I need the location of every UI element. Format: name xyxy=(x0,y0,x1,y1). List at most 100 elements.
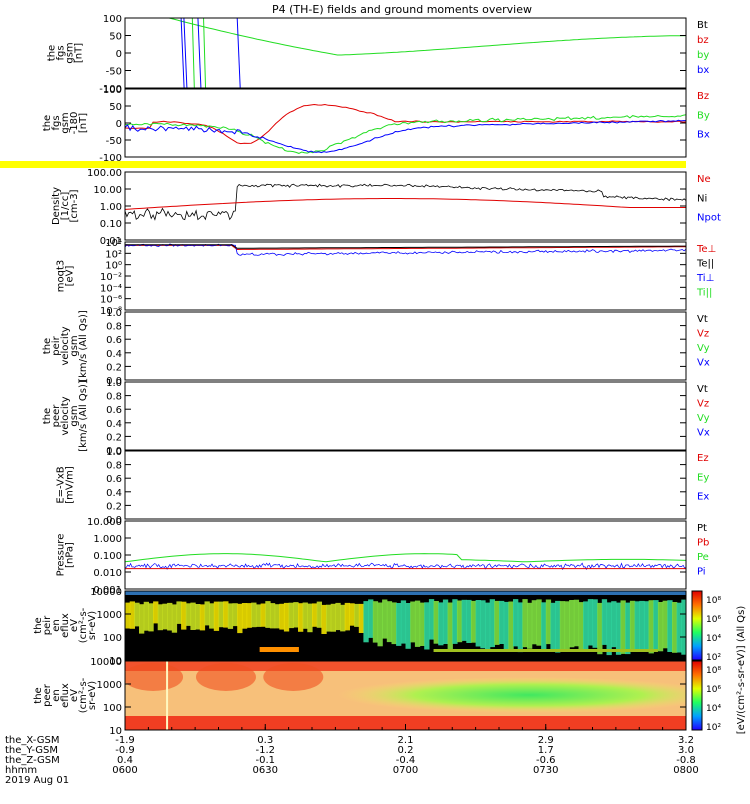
peir-eflux-cell xyxy=(391,602,397,645)
temperature-ylabel: [eV] xyxy=(65,266,76,287)
peir-eflux-cell xyxy=(424,602,430,650)
peir-eflux-cell xyxy=(134,602,140,627)
temperature-legend-entry: Te⊥ xyxy=(696,244,716,255)
peir-eflux-ytick-label: 100 xyxy=(103,633,122,644)
peir-eflux-cell xyxy=(293,602,299,628)
peer-eflux-plot-area xyxy=(125,661,686,730)
peir-eflux-cell xyxy=(513,599,519,647)
peir-eflux-cell xyxy=(499,600,505,644)
fgs-mode-bar-extension xyxy=(0,161,125,168)
peir-eflux-cell xyxy=(508,601,514,651)
peer-eflux-hot-blob xyxy=(263,663,324,691)
peir-eflux-cell xyxy=(489,599,495,648)
peir-eflux-cell xyxy=(213,601,220,631)
x-axis-value: -0.1 xyxy=(255,755,275,766)
peer-velocity-ylabel: peer xyxy=(51,404,62,428)
peer-eflux-ylabel: eV xyxy=(69,689,80,702)
peir-eflux-cell xyxy=(358,603,365,633)
pressure-legend-entry: Pe xyxy=(697,552,709,563)
peir-eflux-cell xyxy=(531,600,537,645)
peir-eflux-cell xyxy=(274,604,280,629)
efield-ytick-label: 0.6 xyxy=(106,474,122,485)
fgs-ylabel: gsm xyxy=(65,42,76,63)
peir-velocity-legend-entry: Vy xyxy=(697,343,710,354)
peir-eflux-cell xyxy=(335,602,341,631)
pressure-ytick-label: 0.001 xyxy=(93,585,122,596)
fgs-smooth-ylabel: gsm xyxy=(60,112,71,133)
peir-eflux-low-band xyxy=(433,649,658,652)
x-axis-value: 0.4 xyxy=(117,755,133,766)
peir-eflux-cell xyxy=(204,601,210,626)
peir-eflux-cell xyxy=(363,601,369,643)
fgs-plot-area xyxy=(167,18,686,88)
peir-eflux-cell xyxy=(162,603,168,630)
peir-eflux-cell xyxy=(283,602,290,632)
x-axis-value: 0630 xyxy=(253,765,278,776)
pressure-ytick-label: 0.100 xyxy=(93,551,122,562)
x-axis-value: -0.8 xyxy=(676,755,696,766)
fgs-bx-spike xyxy=(183,18,188,88)
peir-eflux-cell xyxy=(657,602,664,652)
temp-ti-trace xyxy=(125,243,686,256)
figure-title: P4 (TH-E) fields and ground moments over… xyxy=(272,3,532,16)
peir-velocity-ylabel: peir xyxy=(51,335,62,355)
peir-eflux-cell xyxy=(199,604,206,631)
peir-eflux-cell xyxy=(377,602,383,647)
temperature-ytick-label: 10⁻⁶ xyxy=(100,295,122,306)
peir-eflux-cell xyxy=(564,601,570,652)
pressure-plot-area xyxy=(125,553,686,571)
x-axis-date: 2019 Aug 01 xyxy=(5,775,69,786)
x-axis-value: 2.9 xyxy=(538,735,554,746)
peir-eflux-cell xyxy=(466,599,472,643)
peir-eflux-cell xyxy=(653,600,659,650)
peir-eflux-cell xyxy=(382,599,388,639)
temperature-ytick-label: 10⁻⁸ xyxy=(100,306,122,317)
peir-eflux-cell xyxy=(480,600,486,649)
peir-eflux-ylabel: peir xyxy=(42,615,53,635)
density-legend-entry: Npot xyxy=(697,213,721,224)
peir-eflux-cell xyxy=(442,599,449,644)
efield-legend-entry: Ez xyxy=(697,453,709,464)
temperature-ytick-label: 10⁰ xyxy=(105,261,122,272)
peir-eflux-cell xyxy=(414,600,421,647)
fgs-smooth-plot-area xyxy=(125,103,686,154)
peir-eflux-cell xyxy=(227,603,234,629)
peir-eflux-cell xyxy=(251,602,257,628)
density-ytick-label: 10.00 xyxy=(93,185,122,196)
panel-peir-velocity: 1.0 0.8 0.6 0.4 0.2 0.0 thepeirvelocitygsm[km/… xyxy=(42,308,710,387)
peir-eflux-cell xyxy=(307,603,313,633)
x-axis-value: 0800 xyxy=(673,765,698,776)
peir-eflux-cell xyxy=(456,600,463,643)
x-axis-value: -0.9 xyxy=(115,745,135,756)
x-axis-row-label: the_X-GSM xyxy=(5,735,59,746)
peir-eflux-cell xyxy=(559,601,566,651)
x-axis-value: -0.4 xyxy=(396,755,416,766)
peer-velocity-ytick-label: 0.0 xyxy=(106,446,122,457)
peir-eflux-cell xyxy=(667,600,673,652)
peir-eflux-cell xyxy=(167,602,173,631)
peir-eflux-cell xyxy=(541,602,547,652)
peir-eflux-cell xyxy=(354,603,360,627)
density-ytick-label: 0.10 xyxy=(100,219,122,230)
peir-eflux-low-band xyxy=(259,647,299,652)
peir-eflux-cell xyxy=(620,600,626,654)
peir-velocity-legend-entry: Vt xyxy=(697,314,708,325)
peir-eflux-colorbar xyxy=(691,590,703,661)
peir-eflux-ytick-label: 10 xyxy=(109,656,122,667)
pressure-frame xyxy=(124,520,687,590)
peir-eflux-cell xyxy=(260,603,266,627)
fgs-smooth-ylabel: fgs xyxy=(51,115,62,130)
fgs-smooth-ylabel: the xyxy=(42,115,53,131)
peir-eflux-ytick-label: 10000 xyxy=(90,587,122,598)
x-axis-value: 0730 xyxy=(533,765,558,776)
peer-velocity-ytick-label: 0.8 xyxy=(106,392,122,403)
efield-legend-entry: Ey xyxy=(697,472,709,483)
peir-eflux-cell xyxy=(485,602,491,651)
peir-eflux-cell xyxy=(153,601,159,624)
peir-eflux-cell xyxy=(330,603,336,632)
peir-eflux-cell xyxy=(681,599,686,655)
x-axis-value: 0.3 xyxy=(257,735,273,746)
panel-peir-eflux: 10000 1000 100 10 thepeirenefluxeV(cm²-s-sr-… xyxy=(33,587,721,667)
